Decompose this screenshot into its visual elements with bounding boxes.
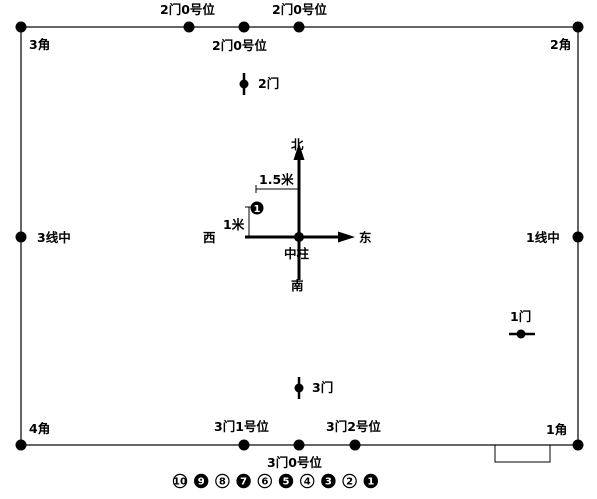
numbered-marker-label: 6 — [261, 477, 268, 488]
measurement-lines — [245, 185, 299, 238]
numbered-marker-label: 2 — [346, 477, 353, 488]
numbered-marker-7: 7 — [236, 473, 251, 489]
label-gate2-0a: 2门0号位 — [160, 2, 215, 17]
numbered-marker-label: 9 — [198, 477, 205, 488]
numbered-marker-6: 6 — [257, 473, 272, 489]
label-gate3-1: 3门1号位 — [214, 419, 269, 434]
line1-mid-point — [572, 231, 584, 243]
center-pillar-point — [294, 232, 304, 242]
label-line1-mid: 1线中 — [526, 230, 560, 245]
gate1-marker — [509, 329, 535, 339]
label-gate2: 2门 — [258, 76, 279, 91]
gate2-0a-point — [183, 21, 195, 33]
gate3-2-point — [349, 439, 361, 451]
corner4-point — [15, 439, 27, 451]
numbered-marker-4: 4 — [300, 473, 315, 489]
numbered-marker-1: 1 — [363, 473, 378, 489]
numbered-marker-10: 10 — [172, 473, 188, 489]
numbered-marker-label: 5 — [283, 477, 290, 488]
numbered-marker-label: 7 — [240, 477, 247, 488]
label-gate2-0b: 2门0号位 — [272, 2, 327, 17]
numbered-marker-3: 3 — [321, 473, 336, 489]
label-corner1: 1角 — [546, 422, 567, 437]
label-gate3-0: 3门0号位 — [267, 455, 322, 470]
gate3-1-point — [238, 439, 250, 451]
offset-marker: 1 — [250, 201, 264, 215]
numbered-marker-label: 1 — [367, 477, 374, 488]
label-line3-mid: 3线中 — [37, 230, 71, 245]
gate2-marker — [239, 73, 249, 95]
boundary-points — [15, 21, 584, 451]
label-corner3: 3角 — [29, 37, 50, 52]
numbered-marker-2: 2 — [342, 473, 357, 489]
small-box — [494, 444, 551, 463]
numbered-marker-label: 8 — [219, 477, 226, 488]
gate2-0c-point — [238, 21, 250, 33]
label-measure-vertical: 1米 — [223, 217, 245, 232]
numbered-marker-label: 10 — [173, 477, 187, 488]
corner3-point — [15, 21, 27, 33]
label-measure-horizontal: 1.5米 — [259, 172, 294, 187]
label-south: 南 — [291, 278, 304, 293]
numbered-marker-5: 5 — [278, 473, 294, 489]
label-gate1: 1门 — [510, 309, 531, 324]
label-corner4: 4角 — [29, 421, 50, 436]
numbered-marker-label: 4 — [304, 477, 311, 488]
label-east: 东 — [359, 230, 372, 245]
label-center-pillar: 中柱 — [284, 246, 310, 261]
label-gate2-0c: 2门0号位 — [212, 38, 267, 53]
gate3-0-point — [293, 439, 305, 451]
offset-marker-label: 1 — [254, 204, 261, 215]
label-gate3: 3门 — [312, 380, 333, 395]
numbered-marker-label: 3 — [325, 477, 332, 488]
label-north: 北 — [291, 137, 304, 152]
label-corner2: 2角 — [550, 37, 571, 52]
compass — [245, 143, 355, 280]
label-gate3-2: 3门2号位 — [326, 419, 381, 434]
gate3-marker — [294, 377, 304, 399]
corner1-point — [572, 439, 584, 451]
corner2-point — [572, 21, 584, 33]
label-west: 西 — [203, 230, 216, 245]
numbered-marker-9: 9 — [193, 473, 209, 489]
numbered-marker-8: 8 — [215, 473, 230, 489]
gate2-0b-point — [293, 21, 305, 33]
north-arrow-icon — [293, 143, 305, 160]
line3-mid-point — [15, 231, 27, 243]
numbered-markers: 10 9 8 7 6 5 4 3 2 1 — [172, 473, 378, 489]
east-arrow-icon — [338, 231, 355, 243]
